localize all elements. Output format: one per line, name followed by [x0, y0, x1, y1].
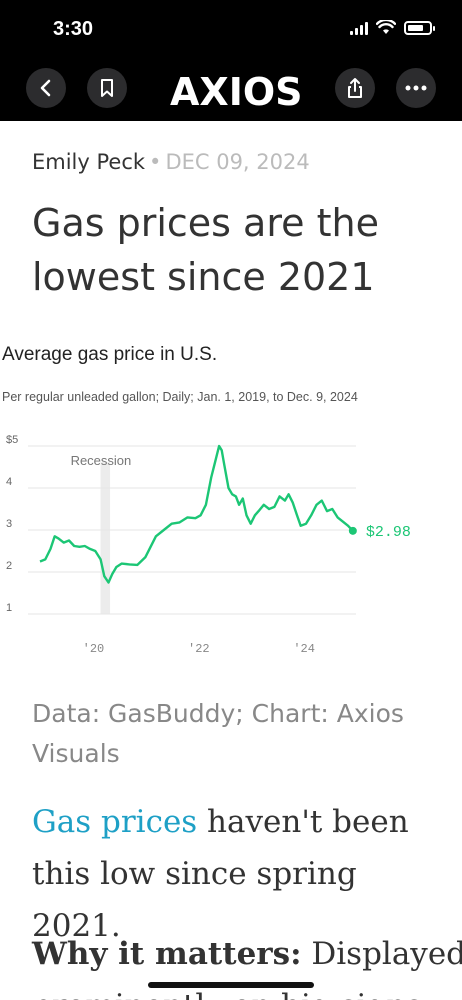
why-it-matters-paragraph: Why it matters: Displayed [32, 928, 462, 980]
recession-label: Recession [71, 453, 132, 468]
y-tick-label: 4 [6, 476, 12, 488]
author-name[interactable]: Emily Peck [32, 150, 146, 174]
bookmark-icon [101, 79, 113, 97]
end-point-marker [348, 526, 357, 535]
chart-subtitle: Per regular unleaded gallon; Daily; Jan.… [2, 390, 358, 404]
axios-logo[interactable]: AXIOS [170, 70, 303, 114]
x-tick-label: '20 [83, 642, 105, 656]
chart-source: Data: GasBuddy; Chart: Axios Visuals [32, 699, 404, 768]
publish-date: DEC 09, 2024 [165, 150, 310, 174]
next-line-text: prominently on big signs [32, 980, 422, 1000]
bookmark-button[interactable] [87, 68, 127, 108]
battery-icon [404, 20, 435, 35]
y-tick-label: 1 [6, 602, 12, 614]
y-tick-label: 2 [6, 560, 12, 572]
end-price-label: $2.98 [366, 524, 411, 541]
gas-price-series-line [39, 444, 354, 584]
gas-price-chart: Recession $5 4 3 2 1 '20 '22 '24 $2.98 [6, 434, 411, 656]
byline-separator: • [149, 150, 162, 174]
why-it-matters-label: Why it matters: [32, 936, 302, 972]
x-tick-label: '24 [293, 642, 315, 656]
chevron-left-icon [40, 79, 51, 97]
page-title: Gas prices are the lowest since 2021 [32, 201, 379, 299]
back-button[interactable] [26, 68, 66, 108]
home-indicator[interactable] [148, 982, 314, 988]
share-button[interactable] [335, 68, 375, 108]
status-time: 3:30 [53, 18, 94, 40]
recession-band [100, 462, 111, 614]
more-button[interactable] [396, 68, 436, 108]
article-paragraph: Gas prices haven't been this low since s… [32, 796, 452, 952]
paragraph-text: haven't been this low since spring 2021. [32, 804, 409, 944]
why-it-matters-text: Displayed [301, 936, 462, 972]
wifi-icon [376, 20, 396, 34]
gas-prices-link[interactable]: Gas prices [32, 804, 198, 840]
top-bar: 3:30 AXIOS [0, 0, 462, 121]
signal-icon [350, 21, 368, 35]
byline: Emily Peck • DEC 09, 2024 [32, 150, 310, 174]
share-icon [348, 78, 362, 98]
x-tick-label: '22 [188, 642, 210, 656]
y-tick-label: $5 [6, 434, 18, 446]
chart-title: Average gas price in U.S. [2, 344, 218, 365]
y-tick-label: 3 [6, 518, 12, 530]
status-icons [350, 20, 435, 35]
more-dots-icon [405, 85, 427, 91]
